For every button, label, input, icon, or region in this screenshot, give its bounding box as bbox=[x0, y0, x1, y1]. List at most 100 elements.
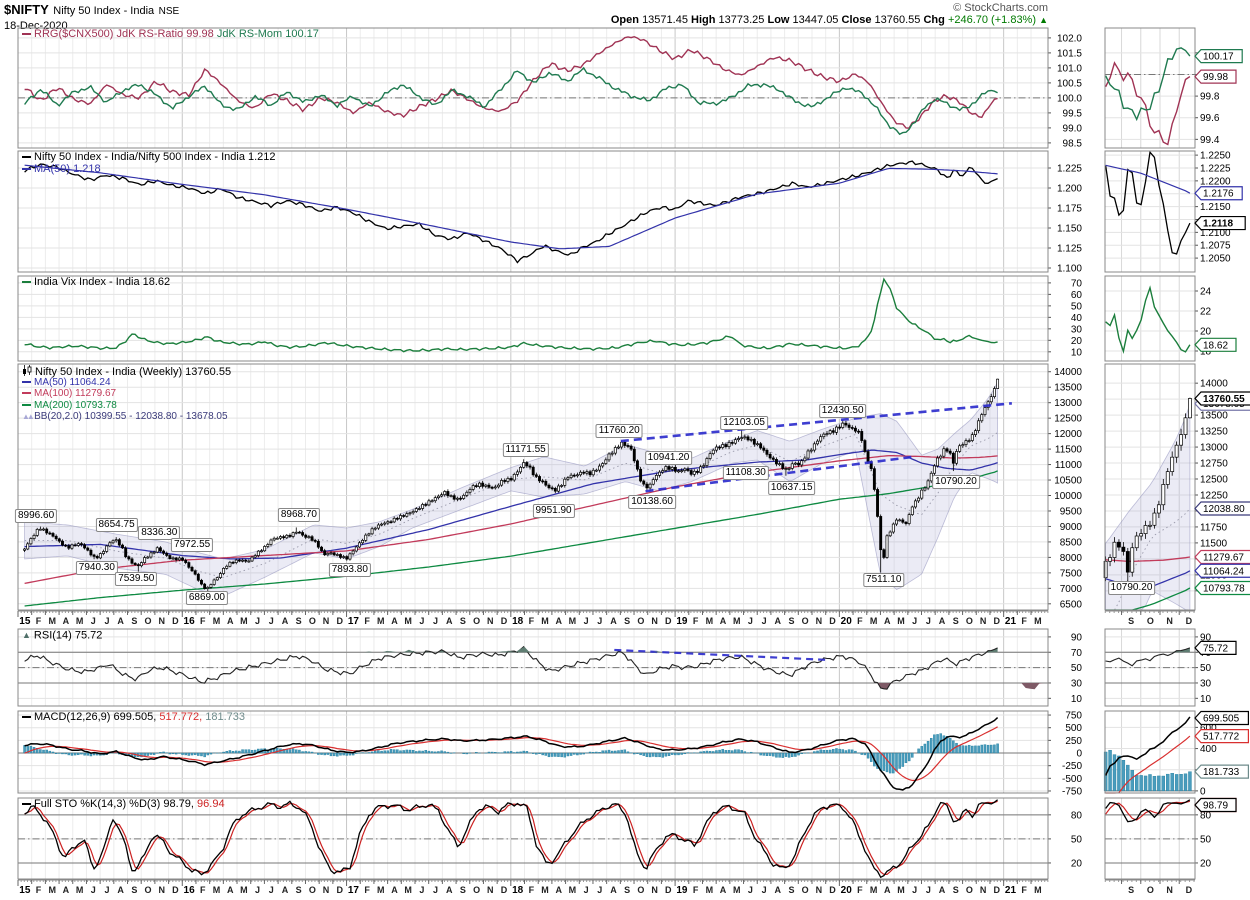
svg-text:99.6: 99.6 bbox=[1200, 113, 1220, 124]
price-annotation: 8336.30 bbox=[138, 526, 181, 541]
svg-text:13500: 13500 bbox=[1200, 411, 1228, 422]
svg-text:20: 20 bbox=[841, 616, 853, 627]
svg-text:O: O bbox=[1147, 885, 1154, 895]
svg-text:D: D bbox=[994, 885, 1001, 895]
svg-text:S: S bbox=[624, 616, 630, 626]
svg-text:6500: 6500 bbox=[1060, 599, 1083, 610]
svg-text:M: M bbox=[213, 616, 221, 626]
svg-text:A: A bbox=[610, 885, 617, 895]
svg-text:J: J bbox=[91, 885, 96, 895]
svg-text:30: 30 bbox=[1071, 324, 1083, 335]
price-annotation: 7539.50 bbox=[115, 572, 158, 587]
svg-text:50: 50 bbox=[1200, 834, 1212, 845]
svg-text:F: F bbox=[693, 616, 699, 626]
svg-text:J: J bbox=[912, 885, 917, 895]
chg-up-icon: ▲ bbox=[1039, 15, 1048, 25]
chart-date: 18-Dec-2020 bbox=[4, 20, 68, 32]
svg-text:J: J bbox=[255, 616, 260, 626]
low-label: Low bbox=[767, 14, 790, 26]
svg-text:17: 17 bbox=[348, 616, 360, 627]
svg-text:M: M bbox=[76, 616, 84, 626]
svg-text:D: D bbox=[172, 616, 179, 626]
svg-text:10: 10 bbox=[1200, 694, 1212, 705]
svg-text:517.772: 517.772 bbox=[1203, 732, 1240, 743]
line-marker-icon bbox=[22, 392, 31, 395]
svg-text:J: J bbox=[584, 616, 589, 626]
line-marker-icon bbox=[22, 156, 31, 159]
svg-text:A: A bbox=[555, 616, 562, 626]
svg-text:181.733: 181.733 bbox=[1203, 767, 1240, 778]
svg-text:100.17: 100.17 bbox=[1203, 52, 1234, 63]
svg-text:18: 18 bbox=[512, 885, 524, 896]
svg-text:18: 18 bbox=[512, 616, 524, 627]
legend-ratio-0: Nifty 50 Index - India/Nifty 500 Index -… bbox=[22, 152, 276, 163]
svg-text:N: N bbox=[323, 885, 330, 895]
svg-text:A: A bbox=[884, 885, 891, 895]
svg-text:M: M bbox=[377, 885, 385, 895]
svg-text:D: D bbox=[501, 616, 508, 626]
svg-text:A: A bbox=[282, 616, 289, 626]
line-marker-icon bbox=[22, 803, 31, 806]
svg-text:70: 70 bbox=[1071, 278, 1083, 289]
svg-text:15: 15 bbox=[19, 885, 31, 896]
svg-text:M: M bbox=[569, 885, 577, 895]
svg-text:M: M bbox=[1034, 885, 1042, 895]
svg-text:250: 250 bbox=[1065, 736, 1082, 747]
svg-text:A: A bbox=[391, 616, 398, 626]
panel-rrg: 102.0 101.5 101.0 100.5 100.0 99.5 99.0 98.5 bbox=[17, 27, 1082, 149]
legend-price-0: Nifty 50 Index - India (Weekly) 13760.55 bbox=[22, 365, 231, 379]
svg-text:101.5: 101.5 bbox=[1057, 48, 1082, 59]
legend-price-4: ▲▲ BB(20,2.0) 10399.55 - 12038.80 - 1367… bbox=[22, 411, 228, 423]
svg-text:A: A bbox=[117, 885, 124, 895]
svg-text:A: A bbox=[63, 885, 70, 895]
svg-text:12750: 12750 bbox=[1200, 459, 1228, 470]
svg-text:80: 80 bbox=[1200, 810, 1212, 821]
svg-text:11279.67: 11279.67 bbox=[1203, 552, 1244, 563]
svg-text:J: J bbox=[419, 885, 424, 895]
svg-text:F: F bbox=[529, 885, 535, 895]
value-tag bbox=[1194, 501, 1250, 516]
svg-text:M: M bbox=[240, 885, 248, 895]
svg-text:1.2100: 1.2100 bbox=[1200, 228, 1231, 239]
svg-text:S: S bbox=[788, 885, 794, 895]
svg-text:13000: 13000 bbox=[1200, 443, 1228, 454]
svg-text:A: A bbox=[939, 616, 946, 626]
svg-text:7000: 7000 bbox=[1060, 584, 1083, 595]
svg-text:22: 22 bbox=[1200, 307, 1212, 318]
svg-text:N: N bbox=[980, 885, 987, 895]
svg-text:F: F bbox=[36, 885, 42, 895]
chart-header: $NIFTY Nifty 50 Index - India NSE 18-Dec… bbox=[4, 1, 179, 32]
legend-rsi-0: ▲ RSI(14) 75.72 bbox=[22, 629, 103, 642]
svg-text:20: 20 bbox=[1200, 327, 1212, 338]
svg-text:S: S bbox=[953, 885, 959, 895]
svg-text:11064.24: 11064.24 bbox=[1203, 566, 1244, 577]
x-axis-strip: 15 F M A M J J A S O N D 16 F M A M J J A S O N D 17 F M A M J J A S O N D 1… bbox=[17, 610, 1195, 627]
exchange: NSE bbox=[158, 6, 180, 17]
svg-text:J: J bbox=[597, 616, 602, 626]
svg-text:50: 50 bbox=[1071, 834, 1083, 845]
svg-text:N: N bbox=[816, 885, 823, 895]
svg-text:13760.55: 13760.55 bbox=[1203, 394, 1245, 405]
svg-text:1.200: 1.200 bbox=[1057, 184, 1082, 195]
svg-text:75.72: 75.72 bbox=[1203, 643, 1228, 654]
svg-text:600: 600 bbox=[1200, 723, 1217, 734]
svg-text:O: O bbox=[473, 616, 480, 626]
svg-text:21: 21 bbox=[1005, 616, 1017, 627]
svg-text:S: S bbox=[788, 616, 794, 626]
price-annotation: 7893.80 bbox=[328, 562, 371, 577]
svg-text:16: 16 bbox=[184, 616, 196, 627]
price-annotation: 10138.60 bbox=[628, 494, 676, 509]
svg-text:50: 50 bbox=[1200, 663, 1212, 674]
svg-text:20: 20 bbox=[1071, 336, 1083, 347]
svg-text:D: D bbox=[994, 616, 1001, 626]
svg-text:7500: 7500 bbox=[1060, 568, 1083, 579]
line-marker-icon bbox=[22, 167, 31, 170]
value-tag bbox=[1194, 580, 1250, 596]
svg-text:J: J bbox=[419, 616, 424, 626]
svg-text:J: J bbox=[433, 885, 438, 895]
svg-text:J: J bbox=[926, 616, 931, 626]
svg-text:J: J bbox=[926, 885, 931, 895]
svg-text:500: 500 bbox=[1065, 723, 1082, 734]
